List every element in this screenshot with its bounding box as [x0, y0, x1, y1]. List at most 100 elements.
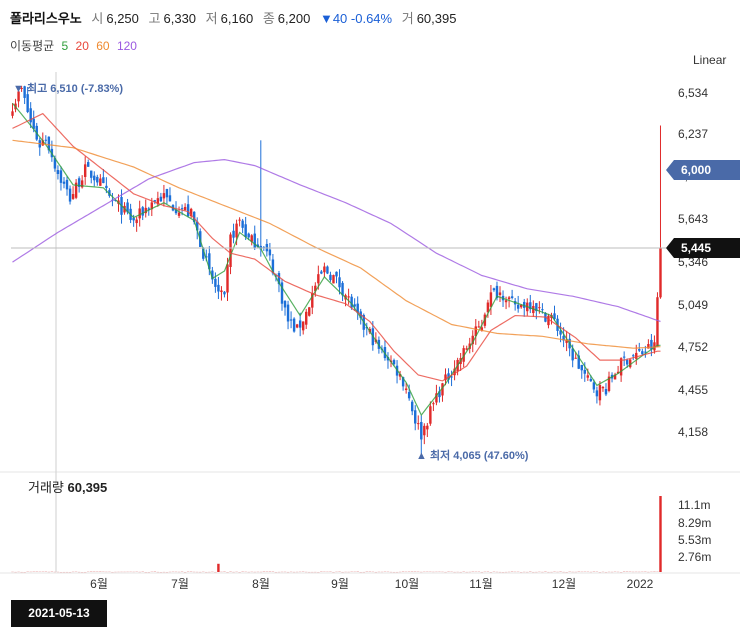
volume-bar [544, 571, 547, 572]
volume-bar [20, 571, 23, 573]
volume-bar [295, 571, 299, 573]
volume-bar [410, 571, 414, 572]
candle-body [280, 282, 284, 304]
moving-average-legend[interactable]: 이동평균 5 20 60 120 [10, 37, 141, 54]
ma20-label: 20 [75, 39, 89, 53]
volume-bar [280, 571, 284, 573]
volume-bar [259, 571, 263, 573]
volume-bar [492, 571, 496, 572]
candle-body [144, 207, 147, 214]
volume-bar [356, 571, 359, 572]
volume-bar [226, 571, 229, 573]
volume-bar [625, 571, 629, 572]
candle-body [96, 176, 99, 183]
volume-bar [577, 571, 580, 572]
candle-body [420, 422, 423, 440]
volume-bar [235, 571, 238, 573]
volume-bar [350, 571, 353, 572]
candle-body [516, 304, 520, 309]
volume-bar [553, 571, 556, 572]
volume-bar [535, 571, 538, 573]
volume-bar [619, 571, 623, 573]
candle-body [186, 204, 190, 217]
volume-bar [123, 571, 126, 573]
candle-body [453, 368, 456, 376]
volume-bar [353, 571, 356, 573]
candle-body [347, 296, 350, 298]
volume-bar [595, 571, 599, 573]
volume-bar [168, 571, 172, 573]
crosshair-price-tag-text: 5,445 [681, 241, 711, 255]
candle-body [205, 256, 208, 258]
candle-body [438, 391, 441, 398]
volume-bar [507, 571, 511, 573]
volume-bar [641, 571, 644, 573]
candle-body [632, 355, 635, 357]
candle-body [586, 375, 590, 378]
volume-bar [171, 571, 175, 573]
scale-toggle[interactable]: Linear [693, 53, 727, 67]
volume-bar [607, 571, 611, 573]
volume-bar [392, 571, 396, 573]
volume-bar [153, 571, 157, 572]
candle-body [192, 211, 196, 223]
candle-body [353, 304, 356, 307]
volume-bar [398, 571, 402, 573]
volume-bar [250, 571, 253, 573]
stock-header: 폴라리스우노 시 6,250 고 6,330 저 6,160 종 6,200 ▼40 -… [10, 8, 462, 27]
month-tick-label: 7월 [171, 577, 189, 591]
candle-body [383, 347, 387, 359]
volume-bar [498, 571, 502, 573]
volume-bar [332, 571, 335, 573]
volume-bar [308, 571, 311, 573]
candle-body [314, 285, 317, 292]
volume-bar [529, 571, 532, 572]
volume-bar [205, 571, 208, 573]
candle-body [20, 88, 23, 90]
volume-bar [377, 571, 381, 573]
candle-body [153, 200, 157, 202]
volume-bar [456, 571, 459, 573]
volume-bar [414, 571, 417, 572]
candle-body [435, 393, 438, 403]
volume-bar [389, 571, 393, 573]
month-tick-label: 8월 [252, 577, 270, 591]
candle-body [541, 309, 544, 311]
candle-body [622, 356, 626, 358]
volume-bar [435, 571, 438, 573]
candle-body [47, 136, 51, 151]
volume-bar [83, 571, 87, 573]
volume-bar [450, 571, 453, 573]
candle-body [286, 304, 290, 322]
volume-bar [214, 571, 217, 573]
volume-bar [523, 571, 526, 573]
volume-bar [41, 571, 45, 572]
candle-body [277, 273, 281, 285]
volume-bar [474, 571, 477, 573]
volume-bar [277, 571, 281, 573]
volume-bar [96, 571, 99, 572]
volume-bar [38, 571, 41, 573]
volume-bar [580, 571, 583, 573]
candle-body [320, 271, 323, 274]
candle-body [223, 291, 226, 295]
month-tick-label: 11월 [469, 577, 493, 591]
volume-bar [129, 571, 132, 573]
candle-body [574, 357, 577, 359]
candle-body [65, 179, 69, 190]
candle-body [641, 351, 644, 355]
volume-bar [305, 571, 308, 573]
volume-bar [162, 571, 166, 573]
candle-body [220, 290, 223, 293]
candle-body [90, 170, 93, 178]
current-price-tag-text: 6,000 [681, 163, 711, 177]
candle-body [495, 285, 499, 298]
candle-body [232, 230, 235, 238]
volume-bar [383, 571, 387, 572]
volume-bar [550, 571, 553, 573]
volume-bar [105, 571, 108, 573]
volume-bar [71, 571, 75, 573]
candle-body [244, 224, 247, 237]
price-tick-label: 6,237 [678, 127, 708, 141]
